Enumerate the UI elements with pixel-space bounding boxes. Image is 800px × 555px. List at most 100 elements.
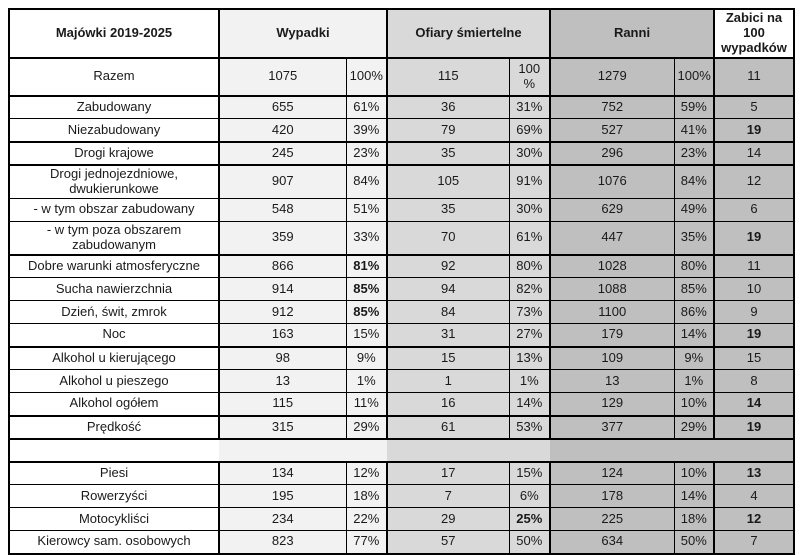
cell-zab: 11: [713, 56, 795, 97]
cell-label: Zabudowany: [8, 94, 220, 120]
cell-wyp: 823: [218, 530, 347, 555]
cell-of-pct: 100 %: [508, 56, 551, 97]
cell-of: 115: [386, 56, 510, 97]
cell-wyp-pct: 33%: [345, 220, 388, 256]
cell-zab: 15: [713, 345, 795, 371]
cell-of-pct: 1%: [508, 369, 551, 394]
cell-ran-pct: 29%: [673, 414, 715, 440]
cell-ran: 447: [549, 220, 675, 256]
cell-of: 7: [386, 484, 510, 509]
cell-of-pct: 80%: [508, 253, 551, 279]
table-row: Niezabudowany 420 39% 79 69% 527 41% 19: [8, 118, 795, 143]
table-row: Noc 163 15% 31 27% 179 14% 19: [8, 323, 795, 348]
cell-zab: 5: [713, 94, 795, 120]
cell-wyp-pct: 18%: [345, 484, 388, 509]
cell-of: 35: [386, 140, 510, 166]
cell-of-pct: 61%: [508, 220, 551, 256]
cell-wyp: 655: [218, 94, 347, 120]
cell-label: Alkohol ogółem: [8, 392, 220, 417]
cell-label: Rowerzyści: [8, 484, 220, 509]
cell-label: Prędkość: [8, 414, 220, 440]
cell-zab: 6: [713, 197, 795, 222]
column-header-wypadki: Wypadki: [218, 8, 388, 59]
cell-of: 16: [386, 392, 510, 417]
cell-ran: 1088: [549, 277, 675, 302]
cell-of: 105: [386, 163, 510, 199]
cell-wyp: 907: [218, 163, 347, 199]
cell-wyp-pct: 39%: [345, 118, 388, 143]
cell-of-pct: 6%: [508, 484, 551, 509]
cell-wyp-pct: 22%: [345, 507, 388, 532]
cell-zab: [714, 437, 794, 463]
cell-of: 57: [386, 530, 510, 555]
cell-label: Noc: [8, 323, 220, 348]
table-row: Alkohol u kierującego 98 9% 15 13% 109 9% 15: [8, 345, 795, 371]
cell-ran: 179: [549, 323, 675, 348]
cell-of: 35: [386, 197, 510, 222]
table-row: Kierowcy sam. osobowych 823 77% 57 50% 634 50%…: [8, 530, 795, 555]
cell-of-pct: 53%: [508, 414, 551, 440]
cell-ran: 629: [549, 197, 675, 222]
cell-zab: 8: [713, 369, 795, 394]
cell-ran-pct: 80%: [673, 253, 715, 279]
cell-of-pct: 15%: [508, 460, 551, 486]
table-row: Rowerzyści 195 18% 7 6% 178 14% 4: [8, 484, 795, 509]
table-row: Piesi 134 12% 17 15% 124 10% 13: [8, 460, 795, 486]
cell-ran-pct: 10%: [673, 392, 715, 417]
cell-ran: 1028: [549, 253, 675, 279]
cell-ran-pct: 10%: [673, 460, 715, 486]
cell-ran-pct: [674, 437, 714, 463]
cell-zab: 14: [713, 392, 795, 417]
cell-wyp: 163: [218, 323, 347, 348]
cell-ran-pct: 86%: [673, 300, 715, 325]
cell-of-pct: 27%: [508, 323, 551, 348]
table-row: Sucha nawierzchnia 914 85% 94 82% 1088 85% 10: [8, 277, 795, 302]
cell-of-pct: 25%: [508, 507, 551, 532]
cell-wyp: 134: [218, 460, 347, 486]
cell-wyp-pct: 85%: [345, 277, 388, 302]
cell-ran: 1279: [549, 56, 675, 97]
column-header-title: Majówki 2019-2025: [8, 8, 220, 59]
cell-of: 36: [386, 94, 510, 120]
cell-of: 84: [386, 300, 510, 325]
cell-ran-pct: 49%: [673, 197, 715, 222]
cell-zab: 19: [713, 220, 795, 256]
cell-label: Sucha nawierzchnia: [8, 277, 220, 302]
table-row: Dzień, świt, zmrok 912 85% 84 73% 1100 86% 9: [8, 300, 795, 325]
cell-wyp-pct: 100%: [345, 56, 388, 97]
cell-zab: 13: [713, 460, 795, 486]
cell-of: 29: [386, 507, 510, 532]
header-row: Majówki 2019-2025 Wypadki Ofiary śmierte…: [8, 8, 795, 59]
document-page: Majówki 2019-2025 Wypadki Ofiary śmierte…: [8, 8, 795, 555]
cell-label: Kierowcy sam. osobowych: [8, 530, 220, 555]
cell-label: Piesi: [8, 460, 220, 486]
cell-of-pct: 69%: [508, 118, 551, 143]
cell-ran-pct: 50%: [673, 530, 715, 555]
cell-wyp: 195: [218, 484, 347, 509]
cell-ran: 752: [549, 94, 675, 120]
column-header-ofiary: Ofiary śmiertelne: [386, 8, 551, 59]
cell-ran: 377: [549, 414, 675, 440]
cell-wyp: 912: [218, 300, 347, 325]
cell-wyp: 115: [218, 392, 347, 417]
cell-of: 79: [386, 118, 510, 143]
table-row: - w tym poza obszarem zabudowanym 359 33% 7…: [8, 220, 795, 256]
cell-ran-pct: 1%: [673, 369, 715, 394]
cell-ran-pct: 84%: [673, 163, 715, 199]
cell-of-pct: 91%: [508, 163, 551, 199]
cell-ran-pct: 23%: [673, 140, 715, 166]
column-header-ranni: Ranni: [549, 8, 715, 59]
cell-of-pct: 30%: [508, 140, 551, 166]
cell-wyp: 914: [218, 277, 347, 302]
cell-zab: 10: [713, 277, 795, 302]
cell-ran: 527: [549, 118, 675, 143]
table-row: - w tym obszar zabudowany 548 51% 35 30% 629 4…: [8, 197, 795, 222]
cell-label: - w tym poza obszarem zabudowanym: [8, 220, 220, 256]
table-row: Prędkość 315 29% 61 53% 377 29% 19: [8, 414, 795, 440]
cell-wyp-pct: 12%: [345, 460, 388, 486]
cell-of-pct: 73%: [508, 300, 551, 325]
cell-of-pct: 14%: [508, 392, 551, 417]
table-row: Razem 1075 100% 115 100 % 1279 100% 11: [8, 56, 795, 97]
cell-ran: 109: [549, 345, 675, 371]
cell-label: Dzień, świt, zmrok: [8, 300, 220, 325]
